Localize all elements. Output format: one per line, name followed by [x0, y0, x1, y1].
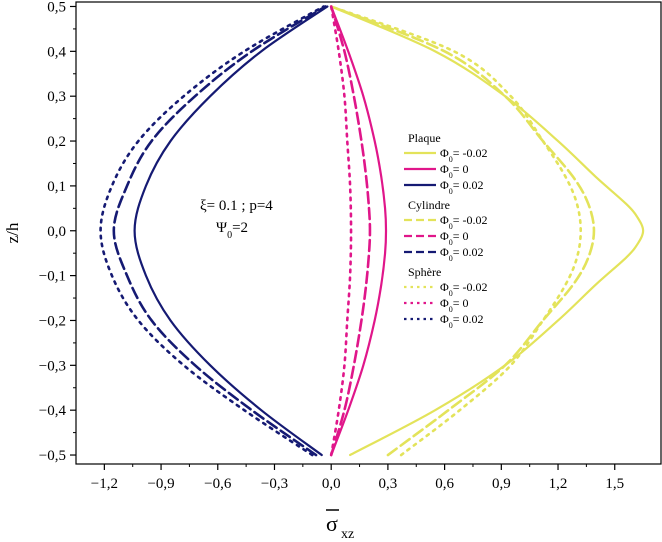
legend-entry-label: Φ0= 0: [440, 162, 469, 180]
x-axis-label: σ xz: [326, 509, 354, 542]
x-tick-label: 1,2: [549, 476, 568, 492]
x-tick-label: 0,0: [322, 476, 341, 492]
annotation-psi: Ψ: [216, 220, 228, 236]
series-line-cylindre-phi-0p02: [112, 5, 327, 457]
x-tick-label: −0,9: [147, 476, 174, 492]
annotation-psi-sub: 0: [227, 230, 232, 241]
y-tick-label: 0,2: [47, 134, 66, 150]
y-tick-label: 0,0: [47, 224, 66, 240]
series-line-plaque-phi-0: [330, 5, 388, 457]
x-tick-label: −0,3: [261, 476, 288, 492]
y-tick-label: 0,4: [47, 44, 66, 60]
series-line-plaque-phi-0p02: [133, 5, 329, 457]
x-tick-label: −0,6: [204, 476, 232, 492]
ticks-layer: −1,2 −0,9 −0,6 −0,3 0,0 0,3 0,6 0,9 1,2 1,5 −0,5 −0…: [39, 0, 624, 492]
annotation-line-2: Ψ0=2: [216, 220, 248, 241]
legend-group-title: Cylindre: [408, 198, 450, 212]
series-line-cylindre-phi-m0p02: [329, 5, 596, 457]
series-line-sphre-phi-m0p02: [329, 5, 583, 457]
legend-entry-label: Φ0= -0.02: [440, 213, 488, 231]
y-tick-label: −0,3: [39, 358, 66, 374]
axes-layer: [75, 1, 662, 465]
legend-group-title: Plaque: [408, 131, 441, 145]
y-axis-label: z/h: [3, 222, 22, 243]
legend-entry-label: Φ0= -0.02: [440, 146, 488, 164]
legend-entry-label: Φ0= 0: [440, 296, 469, 314]
y-tick-label: 0,1: [47, 179, 66, 195]
annotation-psi-value: =2: [232, 220, 248, 236]
x-tick-label: 0,6: [435, 476, 454, 492]
x-tick-label: 0,9: [492, 476, 511, 492]
series-line-cylindre-phi-0: [329, 5, 372, 457]
legend-entry-label: Φ0= 0: [440, 229, 469, 247]
legend-group-title: Sphère: [408, 265, 441, 279]
legend-entry-label: Φ0= 0.02: [440, 312, 484, 330]
y-tick-label: −0,4: [39, 403, 67, 419]
series-layer: [99, 5, 645, 457]
series-line-sphre-phi-0p02: [99, 5, 325, 457]
x-axis-label-symbol: σ: [326, 511, 338, 536]
y-tick-label: 0,3: [47, 89, 66, 105]
legend-entry-label: Φ0= 0.02: [440, 178, 484, 196]
y-tick-label: −0,2: [39, 313, 66, 329]
legend-entry-label: Φ0= 0.02: [440, 245, 484, 263]
y-tick-label: −0,5: [39, 448, 66, 464]
series-line-sphre-phi-0: [329, 5, 353, 457]
annotation-box: ξ= 0.1 ; p=4 Ψ0=2: [200, 198, 273, 241]
annotation-line-1: ξ= 0.1 ; p=4: [200, 198, 273, 214]
y-tick-label: −0,1: [39, 269, 66, 285]
y-tick-label: 0,5: [47, 0, 66, 15]
x-tick-label: 1,5: [605, 476, 624, 492]
x-tick-label: −1,2: [91, 476, 118, 492]
plot-frame: [75, 1, 662, 465]
x-tick-label: 0,3: [379, 476, 398, 492]
x-axis-label-subscript: xz: [341, 527, 354, 542]
legend-entry-label: Φ0= -0.02: [440, 280, 488, 298]
